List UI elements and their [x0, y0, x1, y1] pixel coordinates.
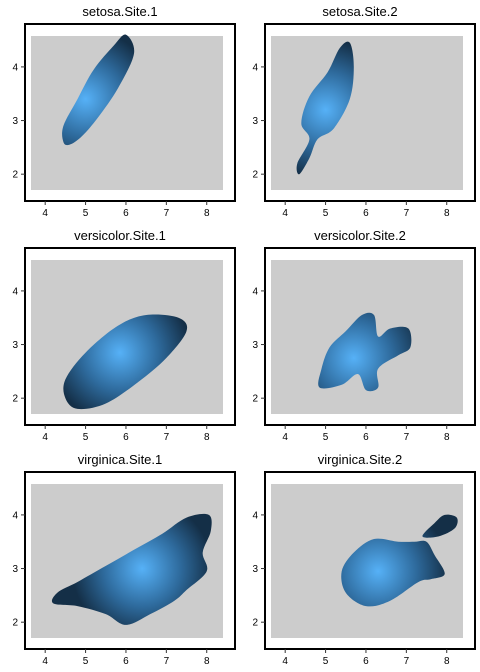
x-tick-label: 5 — [323, 208, 329, 219]
facet-title: versicolor.Site.1 — [74, 228, 166, 243]
x-tick-label: 8 — [444, 656, 450, 667]
facet-panel: setosa.Site.1 4 5 6 7 8 2 3 4 — [0, 0, 240, 224]
facet-panel: versicolor.Site.1 4 5 6 7 8 2 3 4 — [0, 224, 240, 448]
facet-panel: setosa.Site.2 4 5 6 7 8 2 3 4 — [240, 0, 480, 224]
density-plot: 4 5 6 7 8 2 3 4 — [12, 23, 236, 219]
facet-title: setosa.Site.2 — [322, 4, 398, 19]
facet-panel: versicolor.Site.2 4 5 6 7 8 2 3 4 — [240, 224, 480, 448]
x-tick-label: 7 — [164, 432, 170, 443]
y-tick-label: 3 — [12, 564, 18, 575]
panel-border — [24, 247, 236, 426]
panel-border — [264, 471, 476, 650]
y-tick-label: 4 — [252, 62, 258, 73]
density-region — [51, 513, 212, 625]
density-plot: 4 5 6 7 8 2 3 4 — [252, 247, 476, 443]
panel-border — [264, 247, 476, 426]
y-tick-label: 3 — [252, 116, 258, 127]
density-region — [318, 312, 412, 392]
density-region — [341, 538, 445, 607]
y-tick-label: 2 — [12, 618, 18, 629]
x-tick-label: 5 — [323, 656, 329, 667]
facet-title: virginica.Site.2 — [317, 452, 403, 467]
y-tick-label: 3 — [252, 564, 258, 575]
x-tick-label: 6 — [123, 656, 129, 667]
panel-border — [264, 23, 476, 202]
density-region — [63, 314, 188, 410]
density-plot: 4 5 6 7 8 2 3 4 — [12, 247, 236, 443]
facet-title: setosa.Site.1 — [82, 4, 158, 19]
y-tick-label: 2 — [252, 394, 258, 405]
y-tick-label: 4 — [252, 286, 258, 297]
x-tick-label: 8 — [204, 208, 210, 219]
y-tick-label: 4 — [12, 62, 18, 73]
x-tick-label: 5 — [83, 432, 89, 443]
density-region — [422, 514, 458, 538]
y-tick-label: 4 — [252, 510, 258, 521]
density-region — [62, 34, 135, 146]
x-tick-label: 4 — [42, 656, 48, 667]
y-tick-label: 2 — [12, 170, 18, 181]
facet-title: versicolor.Site.2 — [314, 228, 406, 243]
x-tick-label: 4 — [282, 208, 288, 219]
x-tick-label: 4 — [282, 432, 288, 443]
x-tick-label: 4 — [42, 432, 48, 443]
x-tick-label: 7 — [404, 208, 410, 219]
x-tick-label: 6 — [123, 432, 129, 443]
x-tick-label: 5 — [323, 432, 329, 443]
x-tick-label: 7 — [164, 208, 170, 219]
panel-border — [24, 23, 236, 202]
density-region — [296, 41, 354, 175]
x-tick-label: 8 — [444, 208, 450, 219]
x-tick-label: 4 — [42, 208, 48, 219]
y-tick-label: 4 — [12, 286, 18, 297]
x-tick-label: 7 — [164, 656, 170, 667]
facet-title: virginica.Site.1 — [77, 452, 163, 467]
x-tick-label: 8 — [204, 656, 210, 667]
x-tick-label: 6 — [123, 208, 129, 219]
y-tick-label: 2 — [252, 170, 258, 181]
x-tick-label: 8 — [204, 432, 210, 443]
panel-border — [24, 471, 236, 650]
y-tick-label: 3 — [12, 116, 18, 127]
x-tick-label: 7 — [404, 432, 410, 443]
x-tick-label: 6 — [363, 656, 369, 667]
x-tick-label: 6 — [363, 432, 369, 443]
facet-panel: virginica.Site.1 4 5 6 7 8 2 3 4 — [0, 448, 240, 672]
y-tick-label: 3 — [252, 340, 258, 351]
x-tick-label: 8 — [444, 432, 450, 443]
x-tick-label: 5 — [83, 208, 89, 219]
density-plot: 4 5 6 7 8 2 3 4 — [12, 471, 236, 667]
x-tick-label: 6 — [363, 208, 369, 219]
y-tick-label: 2 — [12, 394, 18, 405]
x-tick-label: 4 — [282, 656, 288, 667]
density-plot: 4 5 6 7 8 2 3 4 — [252, 23, 476, 219]
x-tick-label: 5 — [83, 656, 89, 667]
y-tick-label: 4 — [12, 510, 18, 521]
x-tick-label: 7 — [404, 656, 410, 667]
density-plot: 4 5 6 7 8 2 3 4 — [252, 471, 476, 667]
facet-panel: virginica.Site.2 4 5 6 7 8 2 3 4 — [240, 448, 480, 672]
y-tick-label: 2 — [252, 618, 258, 629]
y-tick-label: 3 — [12, 340, 18, 351]
